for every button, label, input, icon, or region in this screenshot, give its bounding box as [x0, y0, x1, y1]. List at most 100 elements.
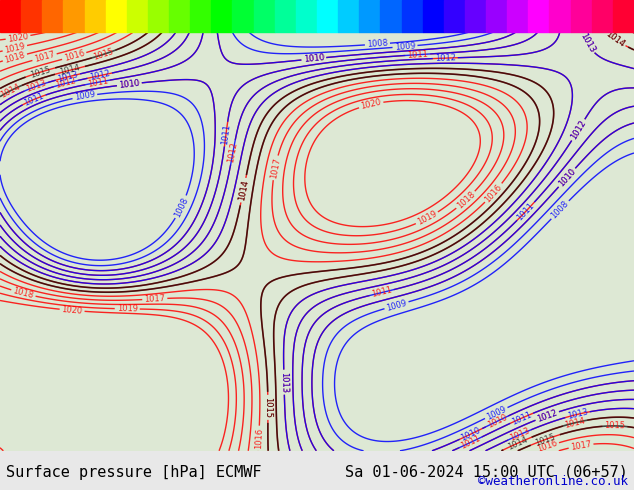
Text: 1010: 1010	[119, 78, 140, 90]
Bar	[233, 0, 254, 32]
Text: 1011: 1011	[510, 410, 533, 426]
Text: 1010: 1010	[303, 53, 325, 64]
Text: 1010: 1010	[303, 53, 325, 64]
Text: 1010: 1010	[460, 425, 482, 442]
Bar	[84, 0, 106, 32]
Text: 1011: 1011	[459, 434, 482, 451]
Text: 1018: 1018	[3, 50, 26, 65]
Bar	[401, 0, 423, 32]
Text: 1014: 1014	[564, 416, 586, 430]
Text: 1010: 1010	[557, 167, 578, 188]
Text: 1019: 1019	[117, 304, 138, 314]
Bar	[296, 0, 317, 32]
Text: 1017: 1017	[570, 440, 592, 452]
Text: 1015: 1015	[263, 397, 273, 418]
Bar	[169, 0, 190, 32]
Text: 1013: 1013	[280, 371, 288, 393]
Text: 1013: 1013	[25, 78, 48, 94]
Text: 1014: 1014	[237, 179, 250, 201]
Bar	[338, 0, 359, 32]
Text: 1013: 1013	[508, 426, 531, 443]
Bar	[106, 0, 127, 32]
Text: 1013: 1013	[578, 31, 597, 54]
Text: 1016: 1016	[254, 427, 264, 449]
Bar	[148, 0, 169, 32]
Text: Surface pressure [hPa] ECMWF: Surface pressure [hPa] ECMWF	[6, 465, 262, 480]
Text: 1015: 1015	[604, 421, 626, 431]
Text: 1014: 1014	[59, 63, 81, 77]
Text: 1016: 1016	[483, 182, 504, 204]
Bar	[42, 0, 63, 32]
Text: 1008: 1008	[172, 196, 190, 219]
Text: 1017: 1017	[144, 294, 165, 304]
Text: 1011: 1011	[515, 200, 536, 222]
Text: 1013: 1013	[280, 371, 288, 393]
Text: 1019: 1019	[416, 209, 439, 227]
Text: 1018: 1018	[455, 190, 477, 210]
Text: 1015: 1015	[263, 397, 273, 418]
Bar	[317, 0, 338, 32]
Text: 1014: 1014	[0, 82, 22, 99]
Text: 1012: 1012	[226, 141, 239, 164]
Text: 1019: 1019	[4, 42, 26, 55]
Text: 1012: 1012	[536, 408, 559, 423]
Text: Sa 01-06-2024 15:00 UTC (06+57): Sa 01-06-2024 15:00 UTC (06+57)	[345, 465, 628, 480]
Text: 1013: 1013	[56, 70, 79, 84]
Text: 1012: 1012	[89, 69, 111, 82]
Bar	[571, 0, 592, 32]
Bar	[528, 0, 550, 32]
Bar	[592, 0, 613, 32]
Text: 1012: 1012	[435, 53, 456, 63]
Text: 1008: 1008	[550, 199, 571, 221]
Text: 1009: 1009	[394, 41, 416, 52]
Bar	[423, 0, 444, 32]
Text: 1017: 1017	[33, 50, 56, 64]
Text: 1011: 1011	[220, 123, 232, 145]
Bar	[275, 0, 296, 32]
Bar	[486, 0, 507, 32]
Bar	[550, 0, 571, 32]
Text: 1015: 1015	[29, 65, 51, 79]
Text: 1014: 1014	[604, 29, 626, 49]
Bar	[254, 0, 275, 32]
Text: 1013: 1013	[578, 31, 597, 54]
Text: 1016: 1016	[63, 49, 86, 63]
Text: 1015: 1015	[93, 47, 115, 62]
Text: 1011: 1011	[86, 76, 108, 89]
Text: 1015: 1015	[534, 432, 557, 447]
Text: 1014: 1014	[604, 29, 626, 49]
Bar	[190, 0, 211, 32]
Bar	[380, 0, 401, 32]
Bar	[465, 0, 486, 32]
Text: 1020: 1020	[61, 305, 83, 316]
Text: 1017: 1017	[269, 156, 281, 179]
Text: 1012: 1012	[55, 76, 77, 90]
Text: 1008: 1008	[366, 39, 388, 49]
Text: 1012: 1012	[569, 119, 588, 141]
Bar	[444, 0, 465, 32]
Bar	[211, 0, 233, 32]
Bar	[613, 0, 634, 32]
Text: 1012: 1012	[536, 408, 559, 423]
Text: 1011: 1011	[370, 286, 393, 299]
Text: 1018: 1018	[12, 286, 35, 300]
Text: 1020: 1020	[7, 31, 29, 44]
Bar	[63, 0, 84, 32]
Text: 1014: 1014	[506, 435, 529, 452]
Text: 1010: 1010	[119, 78, 140, 90]
Text: 1009: 1009	[74, 90, 96, 102]
Bar	[127, 0, 148, 32]
Text: 1013: 1013	[566, 408, 589, 421]
Bar	[0, 0, 21, 32]
Text: 1009: 1009	[485, 404, 508, 421]
Text: 1010: 1010	[486, 413, 508, 430]
Text: 1010: 1010	[557, 167, 578, 188]
Text: 1012: 1012	[569, 119, 588, 141]
Bar	[507, 0, 528, 32]
Text: 1020: 1020	[360, 98, 382, 111]
Text: 1011: 1011	[22, 91, 46, 108]
Bar	[359, 0, 380, 32]
Text: 1009: 1009	[385, 298, 408, 313]
Text: ©weatheronline.co.uk: ©weatheronline.co.uk	[477, 475, 628, 488]
Text: 1011: 1011	[407, 49, 429, 60]
